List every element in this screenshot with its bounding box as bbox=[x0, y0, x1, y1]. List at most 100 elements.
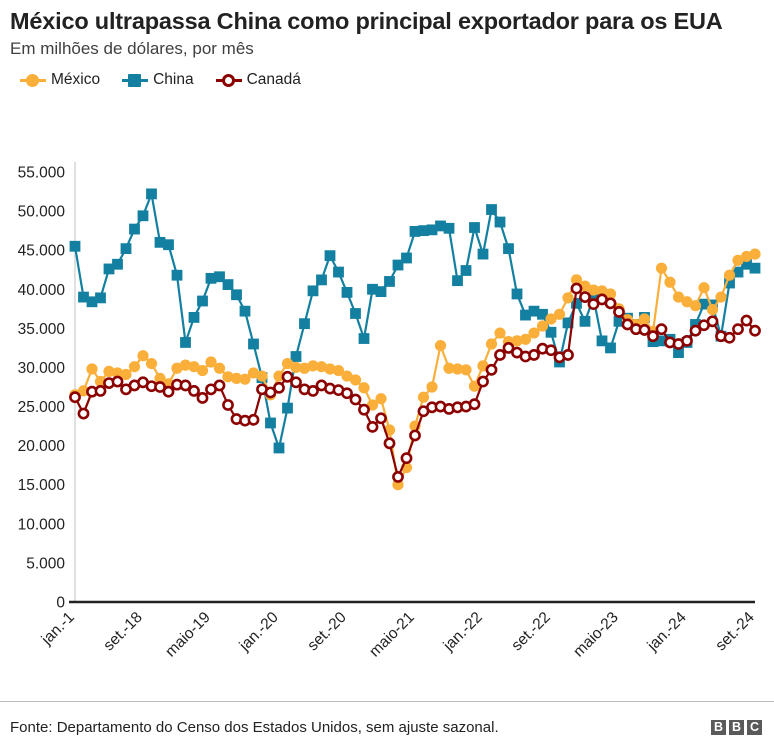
data-point-marker bbox=[307, 285, 319, 297]
data-point-marker bbox=[485, 338, 498, 350]
data-point-marker bbox=[256, 370, 268, 382]
bbc-logo-letter: C bbox=[747, 720, 762, 735]
data-point-marker bbox=[375, 412, 387, 425]
data-point-marker bbox=[163, 239, 174, 251]
data-point-marker bbox=[638, 324, 651, 336]
y-axis-tick-label: 15.000 bbox=[18, 477, 66, 494]
data-point-marker bbox=[77, 407, 90, 420]
chart-legend: México China Canadá bbox=[14, 71, 758, 89]
data-point-marker bbox=[213, 362, 226, 374]
data-point-marker bbox=[299, 318, 310, 330]
data-point-marker bbox=[681, 334, 693, 347]
page-title: México ultrapassa China como principal e… bbox=[10, 8, 723, 34]
data-point-marker bbox=[409, 226, 421, 237]
data-point-marker bbox=[528, 349, 540, 361]
data-point-marker bbox=[196, 364, 209, 377]
data-point-marker bbox=[732, 254, 744, 266]
data-point-marker bbox=[706, 304, 719, 316]
data-point-marker bbox=[494, 349, 506, 361]
data-point-marker bbox=[69, 391, 81, 404]
data-point-marker bbox=[613, 306, 625, 318]
legend-swatch-circle-hollow-icon bbox=[215, 72, 242, 88]
data-point-marker bbox=[137, 210, 149, 222]
data-point-marker bbox=[655, 262, 668, 274]
data-point-marker bbox=[689, 324, 702, 337]
data-point-marker bbox=[333, 266, 344, 278]
y-axis-tick-label: 20.000 bbox=[18, 438, 66, 455]
data-point-marker bbox=[749, 324, 761, 337]
data-point-marker bbox=[205, 272, 217, 284]
data-point-marker bbox=[86, 296, 98, 308]
data-point-marker bbox=[698, 282, 710, 294]
data-point-marker bbox=[690, 319, 701, 330]
bbc-logo-letter: B bbox=[711, 720, 726, 735]
data-point-marker bbox=[468, 398, 481, 411]
series-china bbox=[69, 188, 761, 454]
data-point-marker bbox=[120, 243, 132, 255]
data-point-marker bbox=[273, 442, 285, 454]
data-point-marker bbox=[443, 362, 455, 374]
data-point-marker bbox=[281, 370, 294, 383]
legend-item-canad[interactable]: Canadá bbox=[215, 71, 301, 89]
data-point-marker bbox=[426, 381, 438, 393]
series-canad bbox=[69, 282, 761, 483]
data-point-marker bbox=[324, 250, 336, 262]
data-point-marker bbox=[418, 225, 429, 237]
data-point-marker bbox=[571, 297, 582, 309]
data-point-marker bbox=[741, 258, 752, 270]
data-point-marker bbox=[95, 292, 106, 304]
legend-item-china[interactable]: China bbox=[122, 71, 194, 89]
data-point-marker bbox=[740, 314, 753, 327]
data-point-marker bbox=[723, 331, 736, 344]
data-point-marker bbox=[698, 298, 710, 310]
data-point-marker bbox=[129, 223, 140, 235]
data-point-marker bbox=[570, 282, 583, 295]
data-point-marker bbox=[112, 258, 123, 270]
legend-label: China bbox=[153, 71, 194, 89]
y-axis-tick-label: 0 bbox=[56, 595, 65, 612]
data-point-marker bbox=[231, 289, 242, 301]
data-point-marker bbox=[315, 361, 328, 373]
chart-footer: Fonte: Departamento do Censo dos Estados… bbox=[0, 701, 774, 753]
data-point-marker bbox=[656, 335, 667, 347]
data-point-marker bbox=[188, 361, 200, 373]
data-point-marker bbox=[392, 471, 404, 483]
data-point-marker bbox=[247, 367, 260, 379]
data-point-marker bbox=[146, 188, 157, 200]
data-point-marker bbox=[647, 330, 659, 343]
data-point-marker bbox=[724, 277, 735, 289]
data-point-marker bbox=[111, 367, 124, 379]
data-point-marker bbox=[485, 363, 498, 376]
legend-item-mxico[interactable]: México bbox=[20, 71, 100, 89]
data-point-marker bbox=[349, 393, 362, 406]
x-axis-tick-label: jan.-1 bbox=[38, 609, 78, 649]
data-point-marker bbox=[689, 300, 702, 312]
data-point-marker bbox=[366, 399, 379, 411]
data-point-marker bbox=[715, 291, 727, 303]
x-axis-tick-label: maio-21 bbox=[366, 609, 418, 661]
plot-area: 0 5.000 10.000 15.000 20.000 25.000 30.000 35.0… bbox=[0, 150, 774, 705]
data-point-marker bbox=[604, 297, 617, 310]
data-point-marker bbox=[230, 372, 243, 384]
legend-label: Canadá bbox=[246, 71, 301, 89]
data-point-marker bbox=[562, 292, 574, 304]
data-point-marker bbox=[341, 287, 353, 298]
data-point-marker bbox=[596, 285, 608, 297]
data-point-marker bbox=[196, 392, 209, 404]
data-point-marker bbox=[358, 403, 370, 416]
data-point-marker bbox=[94, 385, 107, 397]
data-point-marker bbox=[154, 372, 166, 384]
x-axis-tick-label: jan.-20 bbox=[236, 609, 283, 656]
data-point-marker bbox=[341, 370, 353, 382]
data-point-marker bbox=[477, 375, 489, 388]
data-point-marker bbox=[111, 375, 124, 388]
data-point-marker bbox=[494, 216, 506, 228]
data-point-marker bbox=[332, 364, 345, 377]
data-point-marker bbox=[672, 291, 685, 303]
data-point-marker bbox=[179, 359, 192, 371]
legend-swatch-circle-filled-icon bbox=[20, 72, 46, 88]
data-point-marker bbox=[749, 262, 761, 274]
data-point-marker bbox=[681, 296, 693, 308]
data-point-marker bbox=[145, 357, 158, 370]
